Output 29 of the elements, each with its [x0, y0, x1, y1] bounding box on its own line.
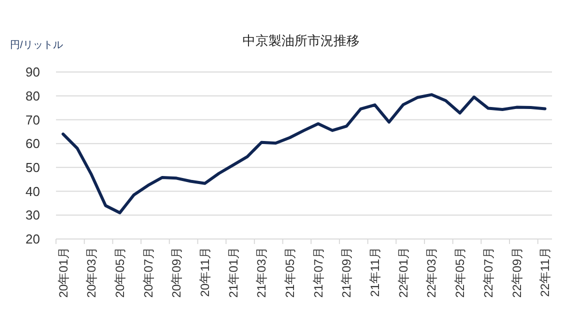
- x-tick-label: 22年11月: [538, 247, 552, 297]
- x-tick-label: 20年05月: [112, 247, 127, 298]
- y-tick-label: 30: [26, 208, 40, 223]
- y-tick-label: 20: [26, 232, 40, 247]
- x-tick-label: 22年09月: [510, 247, 524, 298]
- y-tick-label: 60: [26, 136, 40, 152]
- x-tick-label: 22年07月: [481, 247, 496, 298]
- x-tick-label: 20年07月: [141, 247, 156, 298]
- x-tick-label: 21年05月: [283, 247, 298, 298]
- y-axis-title: 円/リットル: [10, 40, 63, 51]
- x-tick-label: 21年09月: [340, 247, 354, 298]
- y-tick-label: 70: [26, 112, 40, 128]
- x-tick-label: 21年07月: [311, 247, 326, 298]
- x-tick-label: 20年11月: [198, 247, 212, 297]
- x-tick-label: 20年01月: [56, 247, 70, 298]
- y-tick-label: 50: [26, 160, 40, 175]
- x-tick-label: 22年05月: [453, 247, 468, 298]
- x-tick-label: 21年11月: [368, 247, 382, 297]
- line-series: [62, 93, 546, 214]
- x-tick-label: 21年01月: [226, 247, 240, 298]
- x-tick-label: 20年03月: [84, 247, 99, 298]
- y-tick-label: 40: [26, 184, 40, 199]
- x-tick-label: 22年01月: [396, 247, 410, 298]
- x-tick-label: 22年03月: [424, 247, 439, 298]
- chart-title: 中京製油所市況推移: [242, 33, 360, 48]
- y-tick-label: 90: [26, 64, 40, 80]
- y-tick-label: 80: [26, 88, 40, 104]
- x-tick-label: 21年03月: [254, 247, 269, 298]
- x-tick-label: 20年09月: [170, 247, 184, 298]
